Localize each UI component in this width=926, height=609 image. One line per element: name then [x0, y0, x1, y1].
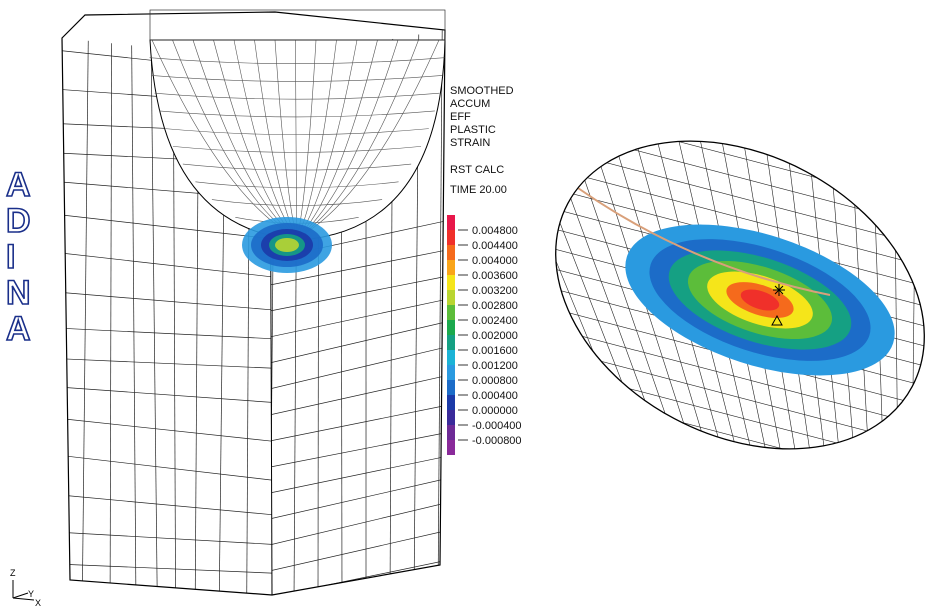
colorbar-segment [447, 260, 455, 275]
mesh-line [55, 358, 280, 368]
mesh-line [55, 455, 280, 481]
legend-title: PLASTIC [450, 124, 496, 136]
colorbar-label: 0.003200 [472, 285, 518, 297]
mesh-line [265, 375, 450, 416]
mesh-line [265, 299, 450, 338]
colorbar-label: 0.002800 [472, 300, 518, 312]
logo-letter: A [6, 166, 31, 204]
colorbar-segment [447, 320, 455, 335]
colorbar-label: 0.000400 [472, 390, 518, 402]
mesh-line [55, 387, 280, 403]
mesh-line [265, 346, 450, 390]
colorbar-segment [447, 410, 455, 425]
mesh-line [265, 502, 450, 546]
mesh-line [55, 495, 280, 516]
mesh-line [55, 292, 280, 311]
viewer: SMOOTHED ACCUM EFF PLASTIC STRAIN RST CA… [0, 0, 926, 609]
zoom-view [476, 80, 926, 510]
mesh-line [265, 432, 450, 468]
logo-letter: D [6, 202, 31, 240]
mesh-line [55, 328, 280, 339]
legend: SMOOTHED ACCUM EFF PLASTIC STRAIN RST CA… [447, 85, 522, 455]
colorbar-label: 0.004800 [472, 225, 518, 237]
mesh-line [55, 532, 280, 545]
mesh-line [55, 592, 280, 606]
colorbar-label: 0.004400 [472, 240, 518, 252]
logo-letter: N [6, 274, 31, 312]
colorbar-label: 0.000800 [472, 375, 518, 387]
logo-letter: I [6, 238, 15, 276]
mesh-line [55, 418, 280, 442]
mesh-line [151, 30, 157, 600]
colorbar-segment [447, 230, 455, 245]
mesh-line [132, 30, 136, 600]
colorbar-label: 0.002400 [472, 315, 518, 327]
legend-title: ACCUM [450, 98, 490, 110]
indenter [150, 10, 445, 240]
mesh-line [110, 30, 112, 600]
colorbar-label: 0.001200 [472, 360, 518, 372]
colorbar-segment [447, 335, 455, 350]
legend-title: SMOOTHED [450, 85, 514, 97]
colorbar-segment [447, 440, 455, 455]
triad-axis [13, 593, 28, 598]
legend-calc: RST CALC [450, 164, 504, 176]
colorbar-segment [447, 215, 455, 230]
colorbar-segment [447, 350, 455, 365]
canvas: SMOOTHED ACCUM EFF PLASTIC STRAIN RST CA… [0, 0, 926, 609]
colorbar-segment [447, 305, 455, 320]
colorbar-segment [447, 395, 455, 410]
colorbar-segment [447, 380, 455, 395]
colorbar-label: 0.002000 [472, 330, 518, 342]
colorbar-segment [447, 425, 455, 440]
colorbar-label: 0.001600 [472, 345, 518, 357]
triad-label: X [35, 598, 41, 608]
mesh-line [265, 321, 450, 364]
mesh-line [57, 30, 62, 600]
contour-band [275, 238, 299, 252]
mesh-line [265, 456, 450, 494]
mesh-line [55, 564, 280, 574]
mesh-line [265, 405, 450, 442]
colorbar-segment [447, 245, 455, 260]
mesh-line [265, 276, 450, 312]
colorbar-label: -0.000800 [472, 435, 522, 447]
legend-title: STRAIN [450, 137, 490, 149]
triad-label: Y [28, 589, 34, 599]
mesh-line [265, 478, 450, 520]
triad: Z Y X [10, 568, 41, 608]
colorbar-label: 0.000000 [472, 405, 518, 417]
legend-time: TIME 20.00 [450, 184, 507, 196]
legend-title: EFF [450, 111, 471, 123]
indenter-body [150, 40, 445, 240]
colorbar-label: 0.003600 [472, 270, 518, 282]
colorbar-segment [447, 365, 455, 380]
colorbar-segment [447, 275, 455, 290]
colorbar-label: -0.000400 [472, 420, 522, 432]
mesh-line [82, 30, 88, 600]
logo-letter: A [6, 310, 31, 348]
colorbar-segment [447, 290, 455, 305]
colorbar-label: 0.004000 [472, 255, 518, 267]
triad-label: Z [10, 568, 16, 578]
